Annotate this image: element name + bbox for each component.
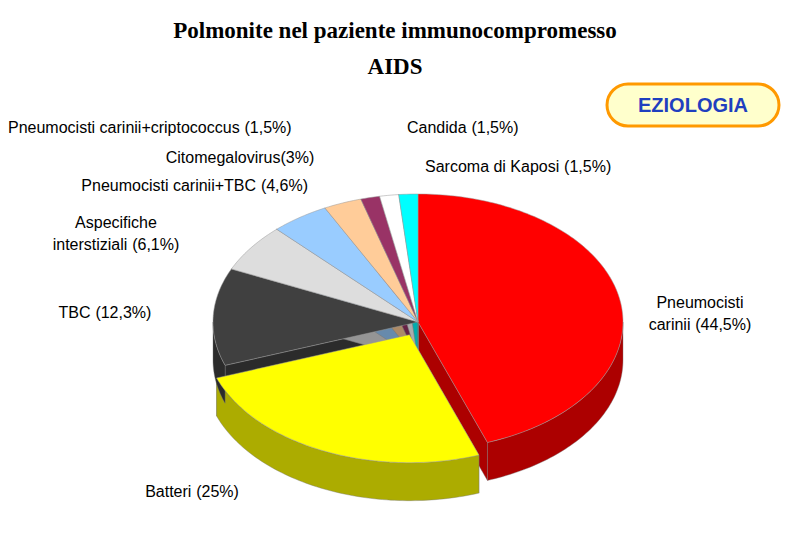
category-label: Aspecifiche bbox=[75, 214, 157, 231]
slice-label: Batteri (25%) bbox=[145, 483, 239, 500]
value-label: (4,6%) bbox=[261, 177, 308, 194]
slice-label: Pneumocisti carinii+TBC (4,6%) bbox=[81, 177, 308, 194]
badge-frame bbox=[607, 84, 779, 126]
category-label: carinii bbox=[649, 316, 691, 333]
slice-label: Aspecifiche interstiziali(6,1%) bbox=[53, 214, 180, 253]
pie bbox=[213, 194, 623, 501]
slice-label: Citomegalovirus(3%) bbox=[166, 149, 315, 166]
category-label: interstiziali bbox=[53, 236, 128, 253]
slice bbox=[380, 195, 418, 322]
badge: EZIOLOGIA bbox=[607, 84, 779, 126]
slice bbox=[399, 194, 418, 322]
value-label: (1,5%) bbox=[244, 119, 291, 136]
value-label: (44,5%) bbox=[695, 316, 751, 333]
subtitle: AIDS bbox=[368, 54, 423, 79]
slice-label: Candida(1,5%) bbox=[407, 119, 519, 136]
value-label: (12,3%) bbox=[95, 304, 151, 321]
slice-label: TBC(12,3%) bbox=[59, 304, 152, 321]
labels: Pneumocisti carinii(44,5%) Batteri (25%) TBC… bbox=[8, 119, 751, 500]
annotation: EZIOLOGIA bbox=[638, 94, 748, 116]
category-label: Pneumocisti carinii+TBC bbox=[81, 177, 256, 194]
title: Polmonite nel paziente immunocompromesso bbox=[173, 18, 617, 43]
category-label: Pneumocisti carinii+criptococcus bbox=[8, 119, 240, 136]
slice-label: Sarcoma di Kaposi (1,5%) bbox=[425, 158, 611, 175]
category-label: Candida bbox=[407, 119, 467, 136]
category-label: Pneumocisti bbox=[656, 294, 743, 311]
category-label: Citomegalovirus bbox=[166, 149, 281, 166]
chart: Polmonite nel paziente immunocompromesso… bbox=[0, 0, 810, 540]
category-label: Batteri bbox=[145, 483, 191, 500]
value-label: (25%) bbox=[196, 483, 239, 500]
category-label: Sarcoma di Kaposi bbox=[425, 158, 559, 175]
slice-label: Pneumocisti carinii(44,5%) bbox=[649, 294, 752, 333]
value-label: (6,1%) bbox=[132, 236, 179, 253]
category-label: TBC bbox=[59, 304, 91, 321]
value-label: (1,5%) bbox=[564, 158, 611, 175]
slice-label: Pneumocisti carinii+criptococcus(1,5%) bbox=[8, 119, 292, 136]
value-label: (1,5%) bbox=[471, 119, 518, 136]
value-label: (3%) bbox=[280, 149, 314, 166]
